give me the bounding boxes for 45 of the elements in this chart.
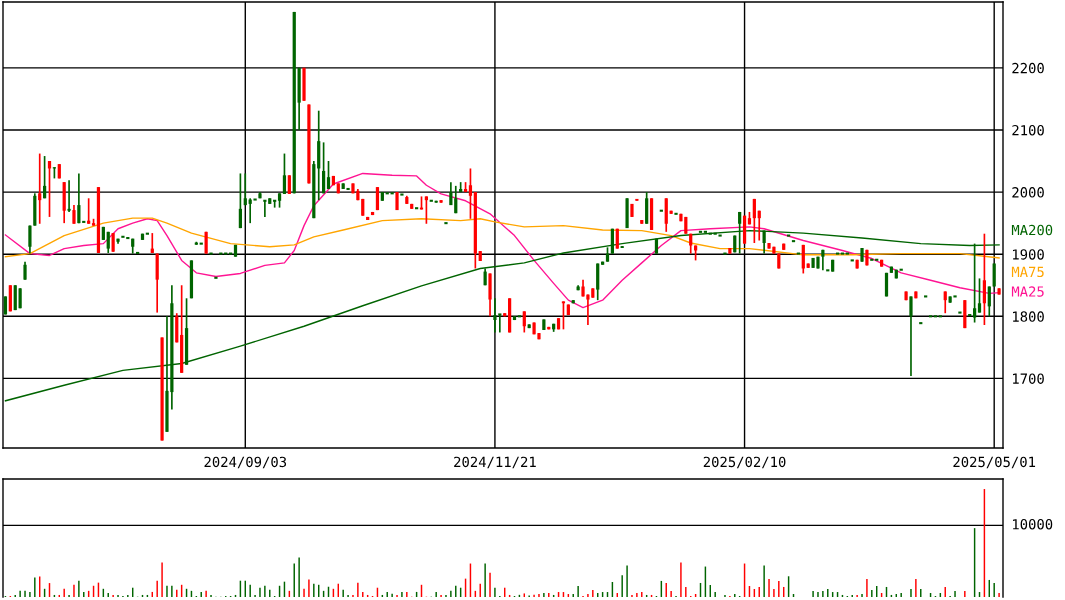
text: 10000 <box>1013 518 1053 530</box>
x-tick-label: 2024/11/21 <box>454 456 536 469</box>
line-series <box>4 172 1000 309</box>
y-tick-label: 2200 <box>1012 62 1044 74</box>
line-series <box>4 217 1000 259</box>
candlestick <box>987 285 991 318</box>
candlestick <box>67 179 71 213</box>
series-label: MA25 <box>1011 286 1044 297</box>
candlestick <box>321 141 326 195</box>
candlestick <box>801 244 805 275</box>
candlestick <box>72 204 76 225</box>
candlestick <box>752 198 756 244</box>
x-tick-label: 2025/02/10 <box>703 456 786 469</box>
candlestick <box>561 300 566 331</box>
x-tick-label: 2024/09/03 <box>204 456 287 469</box>
candlestick <box>424 195 429 225</box>
x-tick-label: 2025/05/01 <box>953 456 1036 469</box>
candlestick <box>87 197 91 225</box>
y-tick-label: 2000 <box>1012 187 1044 198</box>
candlestick <box>28 224 32 255</box>
y-tick-label: 1800 <box>1013 311 1044 322</box>
candlestick <box>982 232 987 326</box>
candlestick <box>468 167 473 220</box>
y-tick-label: 2100 <box>1012 124 1044 136</box>
candlestick <box>282 152 287 195</box>
series-label: MA200 <box>1011 224 1053 236</box>
candlestick <box>111 232 115 253</box>
candlestick <box>909 295 913 377</box>
candlestick <box>977 277 982 314</box>
candlestick <box>287 174 291 195</box>
candlestick <box>238 172 243 229</box>
candlestick <box>522 310 526 334</box>
y-tick-label: 1700 <box>1013 373 1044 384</box>
candlestick <box>243 172 247 206</box>
candlestick <box>23 260 27 281</box>
series-label: MA75 <box>1011 266 1044 278</box>
candlestick <box>38 152 42 225</box>
candlestick <box>42 155 47 200</box>
y-tick-label: 1900 <box>1013 249 1044 260</box>
candlestick <box>493 297 497 334</box>
candlestick <box>326 160 331 190</box>
candlestick <box>454 185 458 215</box>
candlestick <box>943 290 947 315</box>
candlestick <box>77 172 81 224</box>
candlestick <box>973 242 977 324</box>
